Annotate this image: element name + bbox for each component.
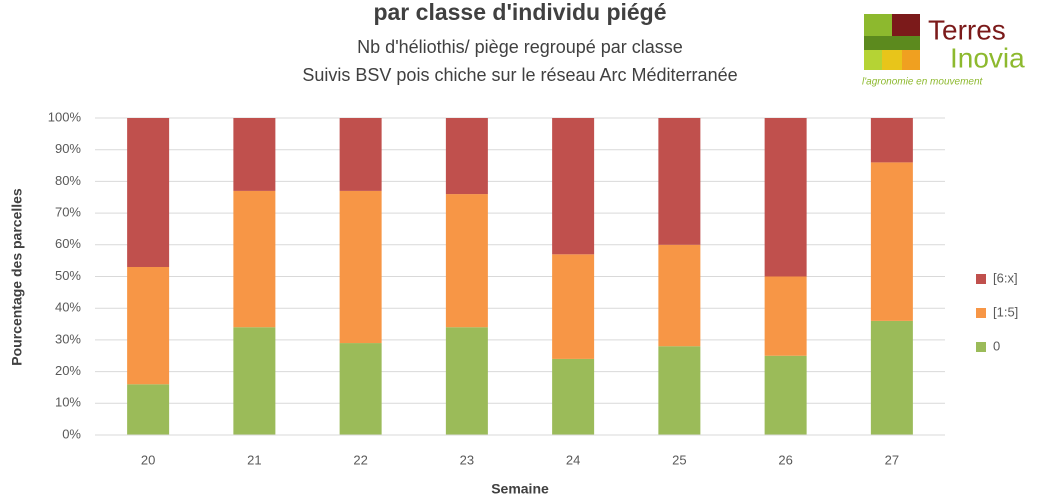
y-tick-label: 80%: [55, 173, 81, 188]
bar-segment: [870, 162, 913, 321]
bar-segment: [127, 384, 170, 435]
bar-segment: [552, 254, 595, 359]
logo-block: [864, 14, 892, 36]
legend-swatch: [976, 274, 986, 284]
logo-tagline: l'agronomie en mouvement: [862, 77, 984, 88]
legend-swatch: [976, 308, 986, 318]
logo-block: [864, 50, 882, 70]
x-tick-label: 27: [885, 452, 899, 467]
legend-swatch: [976, 342, 986, 352]
bar-segment: [870, 118, 913, 163]
y-tick-label: 10%: [55, 395, 81, 410]
bar-segment: [233, 118, 276, 191]
legend-label: [1:5]: [993, 304, 1018, 319]
x-tick-label: 20: [141, 452, 155, 467]
bar-segment: [552, 118, 595, 255]
x-axis-title: Semaine: [491, 481, 549, 497]
y-tick-label: 90%: [55, 141, 81, 156]
bar-segment: [233, 327, 276, 435]
y-tick-label: 100%: [48, 109, 82, 124]
subtitle: Nb d'héliothis/ piège regroupé par class…: [357, 37, 683, 57]
bar-segment: [552, 358, 595, 435]
logo-text: Inovia: [950, 42, 1025, 73]
subtitle: Suivis BSV pois chiche sur le réseau Arc…: [302, 65, 737, 85]
x-tick-label: 24: [566, 452, 580, 467]
bar-segment: [764, 276, 807, 356]
y-axis-title: Pourcentage des parcelles: [9, 188, 25, 366]
y-tick-label: 40%: [55, 300, 81, 315]
y-tick-label: 20%: [55, 363, 81, 378]
bar-segment: [127, 266, 170, 385]
y-tick-label: 70%: [55, 205, 81, 220]
y-tick-label: 50%: [55, 268, 81, 283]
bar-segment: [764, 118, 807, 277]
bar-segment: [233, 190, 276, 328]
legend-label: [6:x]: [993, 270, 1018, 285]
bar-segment: [658, 118, 701, 245]
bar-segment: [658, 346, 701, 435]
logo-block: [902, 50, 920, 70]
y-tick-label: 60%: [55, 236, 81, 251]
bar-segment: [339, 190, 382, 344]
bar-segment: [764, 355, 807, 435]
x-tick-label: 26: [778, 452, 792, 467]
x-tick-label: 25: [672, 452, 686, 467]
logo-block: [882, 50, 902, 70]
bar-segment: [127, 118, 170, 267]
logo-text: Terres: [928, 14, 1006, 45]
x-tick-label: 23: [460, 452, 474, 467]
chart-title: par classe d'individu piégé: [373, 0, 666, 25]
y-tick-label: 30%: [55, 331, 81, 346]
legend-label: 0: [993, 338, 1000, 353]
bar-segment: [658, 244, 701, 347]
bar-segment: [339, 118, 382, 191]
bar-segment: [445, 327, 488, 435]
logo-block: [864, 36, 920, 50]
y-tick-label: 0%: [62, 426, 81, 441]
bar-segment: [870, 320, 913, 435]
bar-segment: [445, 118, 488, 195]
x-tick-label: 22: [353, 452, 367, 467]
logo: Terres Inovia l'agronomie en mouvement: [862, 14, 1025, 88]
x-tick-label: 21: [247, 452, 261, 467]
bar-segment: [445, 194, 488, 328]
logo-block: [892, 14, 920, 36]
bar-segment: [339, 343, 382, 435]
